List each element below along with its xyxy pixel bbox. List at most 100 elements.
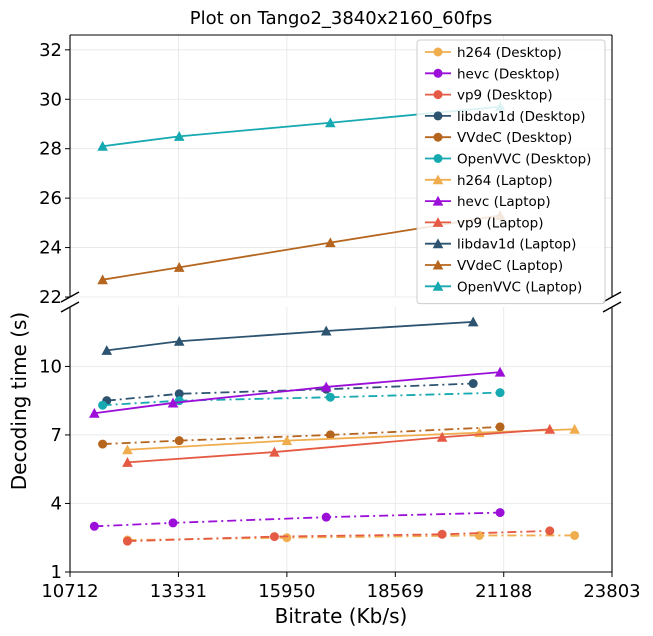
series-line-vvdec-laptop [102, 214, 501, 281]
data-point-h264-laptop [122, 444, 133, 455]
legend-marker-vp9-laptop [432, 217, 444, 227]
series-hevc-desktop [89, 508, 505, 531]
data-point-openvvc-laptop [173, 131, 185, 141]
legend-label-h264-laptop: h264 (Laptop) [457, 173, 553, 189]
series-line-vvdec-desktop [102, 426, 501, 445]
data-point-libdav1d-laptop [101, 345, 113, 355]
upper-y-tick-label: 32 [39, 40, 62, 61]
legend-marker-h264-desktop [433, 47, 443, 57]
legend-label-vp9-desktop: vp9 (Desktop) [457, 88, 553, 104]
data-point-vvdec-laptop [173, 262, 185, 272]
series-hevc-laptop [89, 366, 506, 418]
x-tick-label: 15950 [258, 581, 315, 602]
data-point-vp9-desktop [545, 526, 555, 536]
data-point-openvvc-laptop [325, 117, 336, 128]
upper-y-tick-label: 24 [39, 238, 62, 259]
legend-label-libdav1d-laptop: libdav1d (Laptop) [457, 237, 576, 253]
data-point-vp9-desktop [437, 529, 447, 539]
upper-y-tick-label: 22 [39, 287, 62, 308]
data-point-vvdec-desktop [98, 439, 108, 449]
lower-y-tick-label: 4 [51, 493, 62, 514]
lower-panel: 1 4 7 10 [39, 307, 613, 583]
series-line-vp9-laptop [127, 428, 550, 464]
upper-y-tick-label: 26 [39, 188, 62, 209]
series-openvvc-desktop [98, 388, 505, 410]
legend-label-vp9-laptop: vp9 (Laptop) [457, 215, 543, 231]
axis-break-mark [60, 291, 80, 303]
upper-y-tick-label: 28 [39, 139, 62, 160]
chart-title: Plot on Tango2_3840x2160_60fps [190, 8, 492, 29]
legend-marker-hevc-desktop [433, 68, 443, 78]
data-point-hevc-laptop [320, 381, 332, 392]
axis-break-mark [602, 301, 622, 313]
data-point-libdav1d-desktop [468, 379, 478, 389]
data-point-hevc-laptop [167, 397, 179, 408]
lower-y-tick-label: 1 [51, 562, 62, 583]
series-line-libdav1d-laptop [106, 320, 474, 352]
data-point-openvvc-desktop [325, 392, 335, 402]
lower-plot-area [70, 307, 612, 572]
data-point-vvdec-desktop [325, 430, 335, 440]
x-tick-label: 10712 [41, 581, 98, 602]
legend-marker-vvdec-desktop [433, 132, 443, 142]
data-point-vp9-laptop [269, 446, 280, 457]
legend-marker-vp9-desktop [433, 90, 443, 100]
series-line-openvvc-desktop [102, 391, 501, 407]
series-vp9-laptop [122, 423, 556, 467]
data-point-vp9-laptop [436, 431, 448, 442]
x-tick-label: 21188 [475, 581, 532, 602]
data-point-libdav1d-desktop [174, 389, 184, 399]
data-point-vp9-laptop [544, 423, 556, 434]
x-tick-label: 18569 [367, 581, 424, 602]
data-point-openvvc-laptop [97, 140, 108, 151]
data-point-vvdec-desktop [495, 422, 505, 432]
legend-marker-libdav1d-desktop [433, 111, 443, 121]
data-point-vp9-desktop [122, 536, 132, 546]
legend-label-libdav1d-desktop: libdav1d (Desktop) [457, 109, 586, 125]
x-tick-label: 23803 [583, 581, 640, 602]
data-point-vp9-laptop [122, 457, 133, 467]
data-point-libdav1d-laptop [320, 325, 332, 336]
data-point-vvdec-desktop [174, 436, 184, 446]
data-point-libdav1d-laptop [173, 335, 185, 346]
data-point-h264-laptop [281, 435, 293, 446]
series-vp9-desktop [122, 526, 555, 546]
x-axis: 10712 13331 15950 18569 21188 23803 [41, 291, 641, 602]
series-line-hevc-desktop [94, 511, 501, 528]
data-point-h264-laptop [569, 423, 580, 434]
legend-marker-openvvc-laptop [432, 281, 444, 291]
series-libdav1d-laptop [101, 316, 479, 355]
data-point-h264-desktop [282, 533, 292, 543]
legend-marker-hevc-laptop [432, 195, 444, 206]
y-axis-title: Decoding time (s) [7, 312, 31, 491]
legend-marker-openvvc-desktop [433, 154, 443, 163]
legend-label-openvvc-laptop: OpenVVC (Laptop) [457, 279, 582, 295]
data-point-openvvc-desktop [98, 400, 108, 410]
legend-marker-h264-laptop [432, 174, 444, 185]
legend-label-hevc-desktop: hevc (Desktop) [457, 66, 560, 82]
upper-y-tick-label: 30 [39, 89, 62, 110]
data-point-hevc-laptop [89, 407, 100, 418]
data-point-vvdec-laptop [325, 237, 336, 248]
x-tick-label: 13331 [150, 581, 207, 602]
series-line-libdav1d-desktop [106, 382, 474, 402]
series-line-vp9-desktop [127, 529, 550, 543]
data-point-hevc-desktop [89, 521, 99, 531]
legend-label-hevc-laptop: hevc (Laptop) [457, 194, 551, 210]
series-line-openvvc-laptop [102, 105, 501, 148]
data-point-vvdec-laptop [97, 274, 108, 285]
legend-label-vvdec-desktop: VVdeC (Desktop) [457, 130, 572, 146]
data-point-hevc-laptop [494, 366, 506, 377]
x-axis-title: Bitrate (Kb/s) [275, 604, 408, 628]
data-point-h264-desktop [570, 530, 580, 540]
data-point-hevc-desktop [168, 518, 178, 528]
data-point-vp9-desktop [269, 532, 279, 542]
axis-break-mark [602, 291, 622, 303]
legend-label-vvdec-laptop: VVdeC (Laptop) [457, 258, 563, 274]
legend-label-h264-desktop: h264 (Desktop) [457, 45, 562, 61]
data-point-hevc-desktop [321, 512, 331, 522]
legend-marker-libdav1d-laptop [432, 238, 444, 249]
legend-box [416, 39, 606, 305]
legend-label-openvvc-desktop: OpenVVC (Desktop) [457, 152, 591, 168]
